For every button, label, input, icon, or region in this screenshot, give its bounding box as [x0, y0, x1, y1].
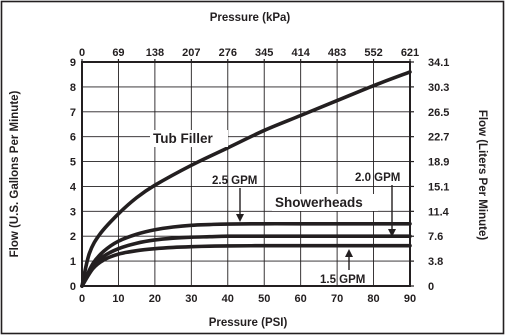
y-right-tick-label: 7.6	[428, 231, 443, 243]
x-tick-label: 50	[258, 293, 270, 305]
y-tick-label: 0	[70, 281, 76, 293]
x-top-tick-label: 276	[219, 47, 237, 59]
x-tick-label: 60	[295, 293, 307, 305]
y-tick-label: 8	[70, 82, 76, 94]
y-right-tick-label: 30.3	[428, 82, 449, 94]
left-axis-label: Flow (U.S. Gallons Per Minute)	[9, 90, 21, 257]
x-top-tick-label: 345	[255, 47, 273, 59]
y-tick-label: 5	[70, 157, 76, 169]
gpm-15-label: 1.5 GPM	[320, 274, 365, 286]
x-top-tick-label: 414	[291, 47, 310, 59]
x-top-tick-label: 138	[146, 47, 164, 59]
showerheads-label: Showerheads	[275, 195, 363, 210]
gpm-15-arrow	[345, 249, 353, 270]
x-top-tick-label: 207	[182, 47, 200, 59]
tub-filler-label: Tub Filler	[153, 131, 213, 146]
y-right-tick-label: 0	[428, 281, 434, 293]
top-axis-label: Pressure (kPa)	[210, 12, 291, 24]
x-top-tick-label: 483	[328, 47, 346, 59]
bottom-axis-label: Pressure (PSI)	[209, 317, 288, 329]
x-top-tick-label: 69	[112, 47, 124, 59]
y-right-tick-label: 26.5	[428, 107, 449, 119]
y-right-tick-label: 15.1	[428, 181, 449, 193]
right-axis-label: Flow (Liters Per Minute)	[476, 110, 488, 241]
x-tick-label: 90	[404, 293, 416, 305]
x-top-tick-label: 621	[401, 47, 419, 59]
x-tick-label: 30	[185, 293, 197, 305]
series-line-2-5-gpm	[80, 221, 412, 288]
y-right-tick-label: 18.9	[428, 157, 449, 169]
showerheads-label-bg	[272, 194, 378, 211]
x-tick-label: 0	[79, 293, 85, 305]
gpm-25-arrow	[236, 188, 244, 222]
gpm-20-label: 2.0 GPM	[355, 172, 400, 184]
y-right-tick-label: 11.4	[428, 206, 450, 218]
x-tick-label: 70	[331, 293, 343, 305]
x-tick-label: 10	[112, 293, 124, 305]
series-line-1-5-gpm	[80, 243, 412, 288]
x-top-tick-label: 552	[364, 47, 382, 59]
tick-labels: 0010692013830207402765034560414704838055…	[70, 47, 450, 305]
series-line-tub-filler	[80, 70, 412, 288]
y-tick-label: 4	[70, 181, 77, 193]
series-curves	[80, 70, 412, 288]
y-tick-label: 6	[70, 132, 76, 144]
y-right-tick-label: 3.8	[428, 256, 443, 268]
plot-area-border	[81, 61, 411, 287]
y-tick-label: 7	[70, 107, 76, 119]
x-top-tick-label: 0	[79, 47, 85, 59]
y-tick-label: 2	[70, 231, 76, 243]
y-tick-label: 3	[70, 206, 76, 218]
y-right-tick-label: 34.1	[428, 57, 449, 69]
gpm-20-arrow	[388, 185, 396, 237]
series-line-2-0-gpm	[80, 234, 412, 288]
x-tick-label: 40	[222, 293, 234, 305]
gpm-25-label: 2.5 GPM	[212, 175, 257, 187]
x-tick-label: 20	[149, 293, 161, 305]
y-right-tick-label: 22.7	[428, 132, 449, 144]
x-tick-label: 80	[367, 293, 379, 305]
y-tick-label: 9	[70, 57, 76, 69]
tub-filler-label-bg	[150, 130, 228, 147]
y-tick-label: 1	[70, 256, 76, 268]
